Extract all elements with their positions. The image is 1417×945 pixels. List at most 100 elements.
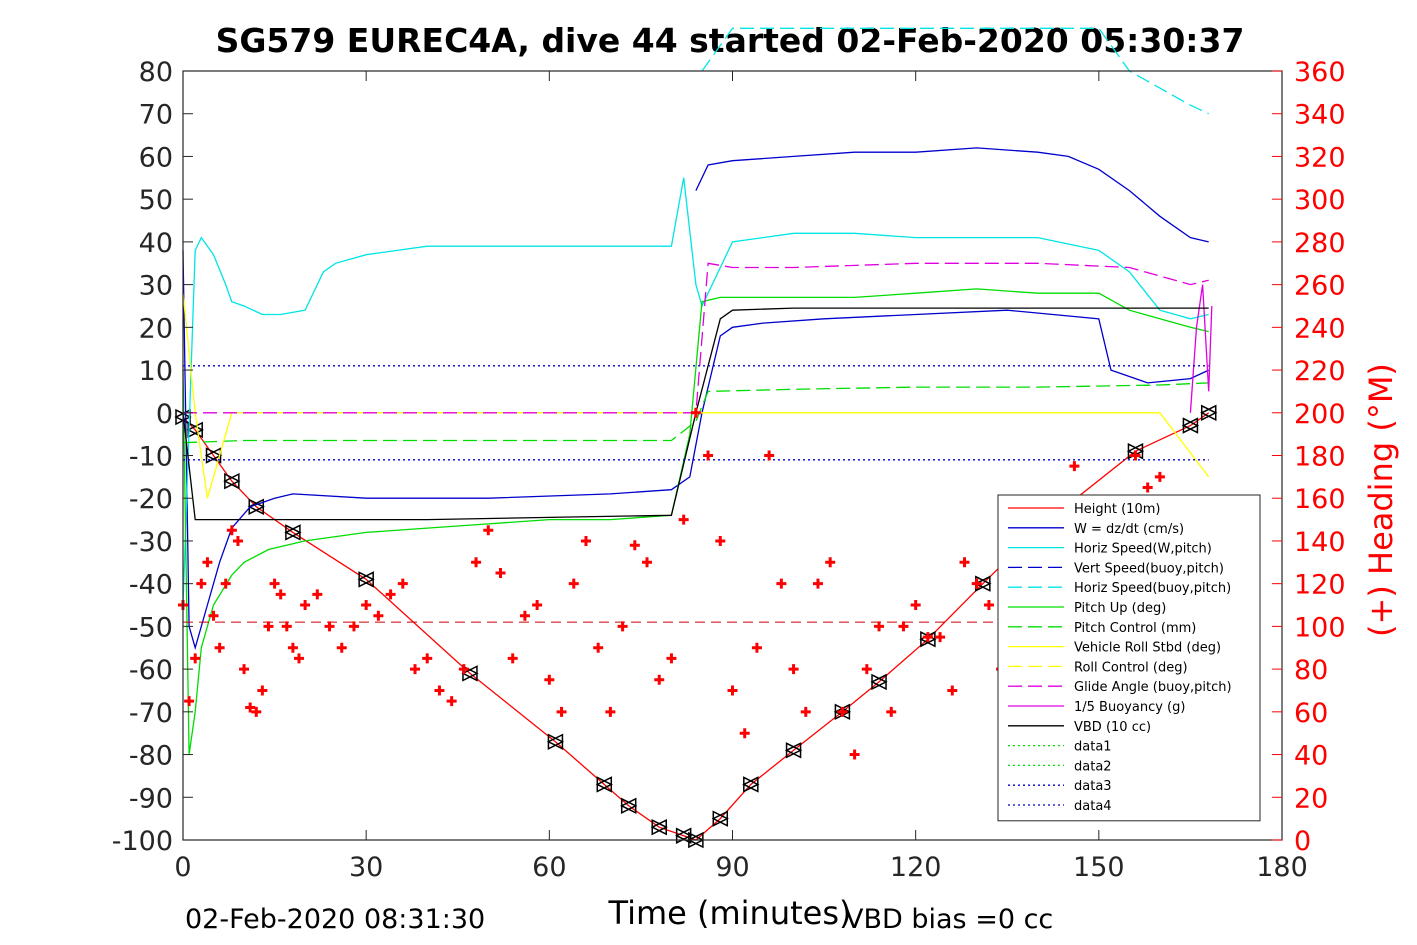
heading-point xyxy=(239,664,250,675)
height-marker xyxy=(742,776,759,793)
y-tick-label: -90 xyxy=(129,783,173,814)
heading-point xyxy=(214,642,225,653)
footer-vbd-bias: VBD bias =0 cc xyxy=(845,904,1053,935)
heading-point xyxy=(422,653,433,664)
heading-point xyxy=(269,578,280,589)
y-tick-label: 30 xyxy=(139,271,173,302)
height-marker xyxy=(186,421,203,439)
heading-point xyxy=(788,664,799,675)
heading-point xyxy=(385,589,396,600)
legend-label: data1 xyxy=(1074,740,1112,755)
legend-label: VBD (10 cc) xyxy=(1074,720,1151,735)
heading-point xyxy=(837,706,848,717)
right-tick-label: 40 xyxy=(1294,741,1328,772)
x-tick-label: 120 xyxy=(890,852,942,883)
legend: Height (10m) W = dz/dt (cm/s) Horiz Speed(… xyxy=(997,494,1261,822)
right-tick-label: 240 xyxy=(1294,313,1346,344)
y-tick-label: 10 xyxy=(139,356,173,387)
heading-point xyxy=(971,578,982,589)
height-marker xyxy=(461,665,478,682)
heading-point xyxy=(519,610,530,621)
right-tick-label: 160 xyxy=(1294,484,1346,515)
height-marker xyxy=(546,733,564,750)
heading-point xyxy=(886,706,897,717)
heading-point xyxy=(446,696,457,707)
y-tick-label: -50 xyxy=(129,612,173,643)
heading-point xyxy=(983,600,994,611)
heading-point xyxy=(300,600,311,611)
height-marker xyxy=(284,524,301,541)
heading-point xyxy=(410,664,421,675)
heading-point xyxy=(281,621,292,632)
heading-point xyxy=(727,685,738,696)
heading-point xyxy=(593,642,604,653)
y-tick-label: 60 xyxy=(139,142,173,173)
heading-point xyxy=(898,621,909,632)
y-tick-label: -20 xyxy=(129,484,173,515)
heading-point xyxy=(922,632,933,643)
heading-point xyxy=(263,621,274,632)
heading-point xyxy=(532,600,543,611)
legend-label: Horiz Speed(buoy,pitch) xyxy=(1074,581,1231,596)
y-tick-label: -70 xyxy=(129,698,173,729)
heading-point xyxy=(812,578,823,589)
heading-point xyxy=(739,728,750,739)
right-axis-label: (+) Heading (°M) xyxy=(1362,363,1400,637)
height-marker xyxy=(620,797,637,815)
height-marker xyxy=(1181,417,1199,434)
heading-point xyxy=(800,706,811,717)
right-tick-label: 0 xyxy=(1294,826,1311,857)
y-tick-label: -10 xyxy=(129,442,173,473)
heading-point xyxy=(294,653,305,664)
right-tick-label: 220 xyxy=(1294,356,1346,387)
heading-point xyxy=(287,642,298,653)
right-tick-label: 300 xyxy=(1294,185,1346,216)
series-horiz-speed-buoy-pitch xyxy=(701,27,1209,115)
legend-label: 1/5 Buoyancy (g) xyxy=(1074,700,1185,715)
legend-label: Pitch Control (mm) xyxy=(1074,621,1196,636)
heading-point xyxy=(666,653,677,664)
heading-point xyxy=(397,578,408,589)
series-1-5-buoyancy-g xyxy=(1189,284,1213,413)
heading-point xyxy=(190,653,201,664)
heading-point xyxy=(348,621,359,632)
right-tick-label: 200 xyxy=(1294,399,1346,430)
heading-point xyxy=(751,642,762,653)
heading-point xyxy=(226,525,237,536)
y-tick-label: -30 xyxy=(129,527,173,558)
heading-point xyxy=(196,578,207,589)
legend-label: data4 xyxy=(1074,799,1112,814)
height-marker xyxy=(223,472,240,490)
heading-point xyxy=(1142,482,1153,493)
series-horiz-speed-w-pitch xyxy=(182,177,1209,606)
heading-point xyxy=(1154,471,1165,482)
heading-point xyxy=(275,589,286,600)
heading-point xyxy=(556,706,567,717)
heading-point xyxy=(245,702,256,713)
x-tick-label: 90 xyxy=(715,852,749,883)
heading-point xyxy=(678,514,689,525)
heading-point xyxy=(184,696,195,707)
heading-point xyxy=(336,642,347,653)
x-axis-label: Time (minutes) xyxy=(608,894,852,932)
right-tick-label: 260 xyxy=(1294,271,1346,302)
heading-point xyxy=(324,621,335,632)
height-marker xyxy=(974,575,991,592)
series-w-dz-dt-cm-s xyxy=(182,250,1209,651)
heading-point xyxy=(434,685,445,696)
legend-label: Height (10m) xyxy=(1074,502,1160,517)
heading-point xyxy=(642,557,653,568)
heading-point xyxy=(703,450,714,461)
heading-point xyxy=(232,535,243,546)
right-tick-label: 120 xyxy=(1294,570,1346,601)
height-marker xyxy=(674,827,692,844)
height-marker xyxy=(870,673,887,691)
legend-box xyxy=(997,494,1261,822)
x-tick-label: 150 xyxy=(1073,852,1125,883)
right-tick-label: 80 xyxy=(1294,655,1328,686)
height-marker xyxy=(711,810,729,827)
legend-label: Pitch Up (deg) xyxy=(1074,601,1166,616)
height-marker xyxy=(247,498,265,515)
legend-label: W = dz/dt (cm/s) xyxy=(1074,522,1184,537)
heading-point xyxy=(580,535,591,546)
